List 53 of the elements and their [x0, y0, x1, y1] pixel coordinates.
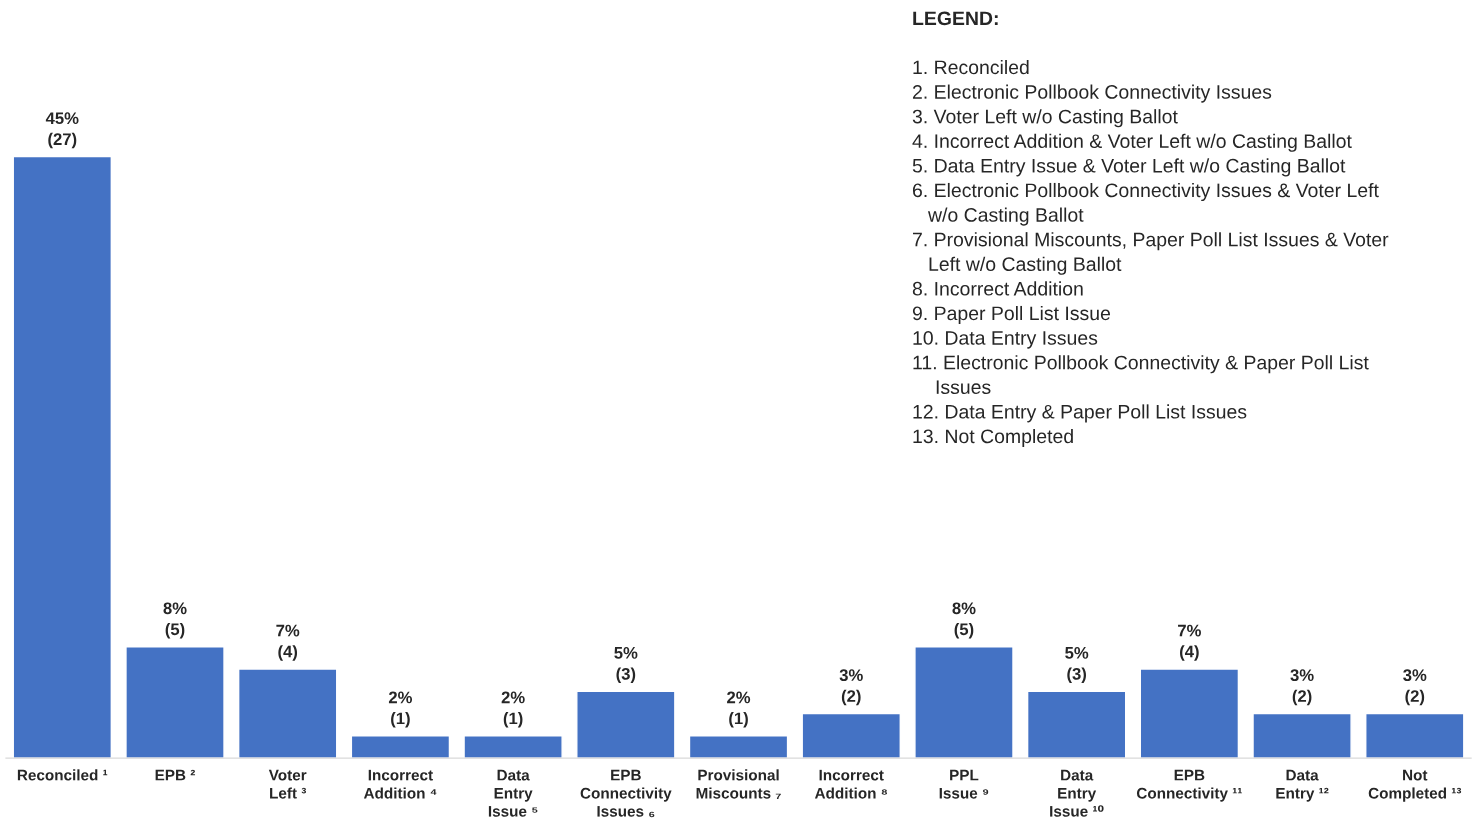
- bar: [463, 735, 563, 759]
- x-tick-label: EPB Connectivity Issues ₆: [580, 769, 672, 818]
- bar: [12, 155, 113, 759]
- data-label: 2% (1): [727, 691, 751, 728]
- bar: [801, 712, 901, 759]
- data-label: 3% (2): [839, 669, 863, 706]
- annotation: 11. Electronic Pollbook Connectivity & Paper Poll List Issues: [913, 355, 1369, 395]
- annotation: 13. Not Completed: [913, 428, 1073, 448]
- data-label: 3% (2): [1403, 669, 1427, 706]
- bar: [237, 668, 338, 759]
- x-tick-label: Reconciled ¹: [17, 769, 108, 781]
- data-label: 7% (4): [276, 624, 300, 661]
- annotation: 8. Incorrect Addition: [912, 281, 1083, 296]
- annotation: 5. Data Entry Issue & Voter Left w/o Casting Ballot: [912, 158, 1346, 177]
- data-label: 2% (1): [501, 691, 525, 728]
- annotation: 12. Data Entry & Paper Poll List Issues: [913, 404, 1247, 423]
- data-label: 8% (5): [952, 602, 976, 639]
- x-tick-label: Not Completed ¹³: [1368, 769, 1462, 802]
- bar: [350, 735, 451, 759]
- annotation: 6. Electronic Pollbook Connectivity Issues & Voter Left w/o Casting Ballot: [912, 182, 1379, 226]
- x-tick-label: Data Entry Issue ¹⁰: [1050, 769, 1104, 817]
- annotation: 9. Paper Poll List Issue: [912, 305, 1110, 325]
- x-tick-label: EPB Connectivity ¹¹: [1136, 769, 1242, 802]
- data-label: 7% (4): [1178, 624, 1201, 661]
- text: 1. Reconciled: [913, 59, 1029, 75]
- data-label: 2% (1): [388, 691, 413, 728]
- text: 2. Electronic Pollbook Connectivity Issues: [912, 84, 1272, 103]
- annotation: 7. Provisional Miscounts, Paper Poll List Issues & Voter Left w/o Casting Ballot: [913, 232, 1389, 275]
- x-tick-label: Data Entry ¹²: [1276, 769, 1329, 802]
- bar: [914, 646, 1014, 759]
- data-label: 5% (3): [614, 646, 638, 684]
- data-label: 3% (2): [1290, 669, 1314, 706]
- x-tick-label: PPL Issue ⁹: [939, 769, 989, 799]
- data-label: 45% (27): [45, 112, 79, 149]
- text: 3. Voter Left w/o Casting Ballot: [912, 109, 1178, 128]
- bar: [1026, 690, 1127, 759]
- bar: [1365, 712, 1465, 759]
- x-tick-label: Voter Left ³: [268, 769, 307, 799]
- x-tick-label: Incorrect Addition ⁸: [814, 769, 888, 799]
- bar: [688, 735, 789, 759]
- bar: [125, 646, 225, 759]
- x-tick-label: Provisional Miscounts ₇: [696, 769, 781, 799]
- data-label: 5% (3): [1065, 646, 1089, 684]
- bar: [1139, 668, 1240, 759]
- data-label: 8% (5): [163, 602, 187, 639]
- bar: [1252, 712, 1352, 759]
- annotation: 10. Data Entry Issues: [913, 331, 1098, 349]
- x-tick-label: Incorrect Addition ⁴: [363, 769, 437, 799]
- x-tick-label: Data Entry Issue ⁵: [488, 769, 538, 817]
- x-tick-label: EPB ²: [155, 769, 196, 781]
- bar: [576, 690, 676, 759]
- chart-title: LEGEND:: [913, 11, 998, 26]
- text: 4. Incorrect Addition & Voter Left w/o Casting Ballot: [912, 133, 1352, 152]
